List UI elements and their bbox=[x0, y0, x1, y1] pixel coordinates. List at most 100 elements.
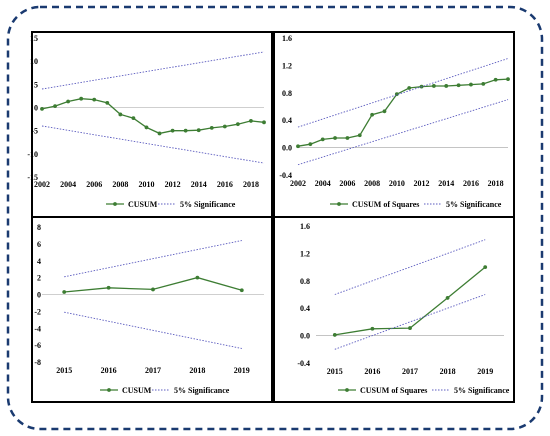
x-tick-label: 2010 bbox=[138, 180, 154, 189]
legend-label-significance: 5% Significance bbox=[454, 386, 510, 395]
y-tick-label: 5 bbox=[34, 80, 38, 89]
y-tick-label: -5 bbox=[31, 127, 38, 136]
legend-marker-series bbox=[337, 202, 341, 206]
x-tick-label: 2018 bbox=[440, 367, 456, 376]
significance-line bbox=[297, 58, 509, 128]
panel-cusum-2002 bbox=[31, 31, 273, 218]
data-point bbox=[239, 288, 244, 293]
data-point bbox=[144, 125, 149, 130]
data-point bbox=[370, 112, 375, 117]
chart-cusumsq-2015: 1.6 1.2 0.8 0.4 0.0 -0.4 2015 2016 2017 2018 2019 C… bbox=[297, 222, 509, 395]
y-tick-label: 8 bbox=[37, 223, 41, 232]
significance-line bbox=[297, 99, 509, 166]
legend-label-series: CUSUM of Squares bbox=[360, 386, 427, 395]
x-tick-label: 2015 bbox=[56, 366, 72, 375]
x-tick-label: 2017 bbox=[402, 367, 418, 376]
legend-label-significance: 5% Significance bbox=[180, 200, 236, 209]
series-line bbox=[297, 78, 509, 147]
data-point bbox=[195, 275, 200, 280]
significance-line bbox=[64, 240, 242, 278]
y-tick-label: 0.8 bbox=[282, 89, 292, 98]
x-tick-label: 2006 bbox=[86, 180, 102, 189]
y-tick-label: 1.2 bbox=[282, 61, 292, 70]
x-tick-label: 2018 bbox=[488, 179, 504, 188]
data-point bbox=[320, 137, 325, 142]
data-point bbox=[170, 128, 175, 133]
x-tick-label: 2016 bbox=[101, 366, 117, 375]
data-point bbox=[296, 144, 300, 149]
x-tick-label: 2017 bbox=[145, 366, 161, 375]
panel-cusum-squares-2015 bbox=[273, 216, 515, 403]
x-tick-label: 2018 bbox=[243, 180, 259, 189]
x-tick-label: 2004 bbox=[315, 179, 331, 188]
legend-marker-series bbox=[345, 388, 349, 392]
data-point bbox=[408, 326, 412, 330]
data-point bbox=[40, 106, 44, 111]
panel-cusum-squares-2002 bbox=[273, 31, 515, 218]
y-tick-label: -0.4 bbox=[279, 171, 292, 180]
data-point bbox=[79, 96, 84, 101]
data-point bbox=[345, 136, 350, 140]
data-point bbox=[445, 296, 450, 300]
data-point bbox=[483, 265, 488, 269]
legend-marker-series bbox=[107, 388, 111, 392]
x-tick-label: 2002 bbox=[290, 179, 306, 188]
y-tick-label: -4 bbox=[34, 324, 41, 333]
y-tick-label: -8 bbox=[34, 358, 41, 367]
x-tick-label: 2008 bbox=[364, 179, 380, 188]
significance-line bbox=[334, 294, 486, 350]
x-tick-label: 2008 bbox=[112, 180, 128, 189]
y-tick-label: 15 bbox=[30, 34, 38, 43]
x-tick-label: 2016 bbox=[364, 367, 380, 376]
series-line bbox=[41, 98, 265, 135]
data-point bbox=[481, 81, 486, 86]
y-tick-label: -6 bbox=[34, 341, 41, 350]
data-point bbox=[209, 125, 214, 130]
data-point bbox=[370, 326, 375, 331]
x-tick-label: 2019 bbox=[234, 366, 250, 375]
x-tick-label: 2014 bbox=[191, 180, 207, 189]
y-tick-label: -0.4 bbox=[297, 359, 310, 368]
y-tick-label: 0.4 bbox=[300, 304, 310, 313]
data-point bbox=[157, 131, 162, 136]
x-tick-label: 2019 bbox=[477, 367, 493, 376]
data-point bbox=[506, 77, 510, 81]
y-tick-label: 1.6 bbox=[282, 34, 292, 43]
data-point bbox=[92, 97, 97, 102]
data-point bbox=[444, 84, 449, 88]
x-tick-label: 2016 bbox=[463, 179, 479, 188]
data-point bbox=[53, 104, 57, 109]
data-point bbox=[131, 116, 136, 121]
data-point bbox=[183, 128, 188, 133]
x-tick-label: 2012 bbox=[165, 180, 181, 189]
x-tick-label: 2012 bbox=[414, 179, 430, 188]
x-tick-label: 2006 bbox=[339, 179, 355, 188]
y-tick-label: 0.4 bbox=[282, 116, 292, 125]
x-tick-label: 2018 bbox=[189, 366, 205, 375]
legend-label-significance: 5% Significance bbox=[174, 386, 230, 395]
x-tick-label: 2002 bbox=[34, 180, 50, 189]
data-point bbox=[262, 120, 266, 125]
legend-label-series: CUSUM of Squares bbox=[352, 200, 419, 209]
data-point bbox=[62, 290, 67, 294]
data-point bbox=[308, 142, 313, 147]
data-point bbox=[118, 112, 123, 117]
data-point bbox=[105, 100, 110, 105]
data-point bbox=[196, 128, 201, 133]
y-tick-label: 0 bbox=[34, 104, 38, 113]
y-tick-label: -15 bbox=[27, 173, 38, 182]
x-tick-label: 2004 bbox=[60, 180, 76, 189]
y-tick-label: 0.8 bbox=[300, 277, 310, 286]
legend-marker-series bbox=[113, 202, 117, 206]
y-tick-label: 2 bbox=[37, 274, 41, 283]
legend-label-series: CUSUM bbox=[122, 386, 152, 395]
data-point bbox=[493, 77, 498, 82]
data-point bbox=[249, 119, 253, 123]
data-point bbox=[332, 333, 337, 337]
x-tick-label: 2010 bbox=[389, 179, 405, 188]
data-point bbox=[456, 83, 461, 88]
